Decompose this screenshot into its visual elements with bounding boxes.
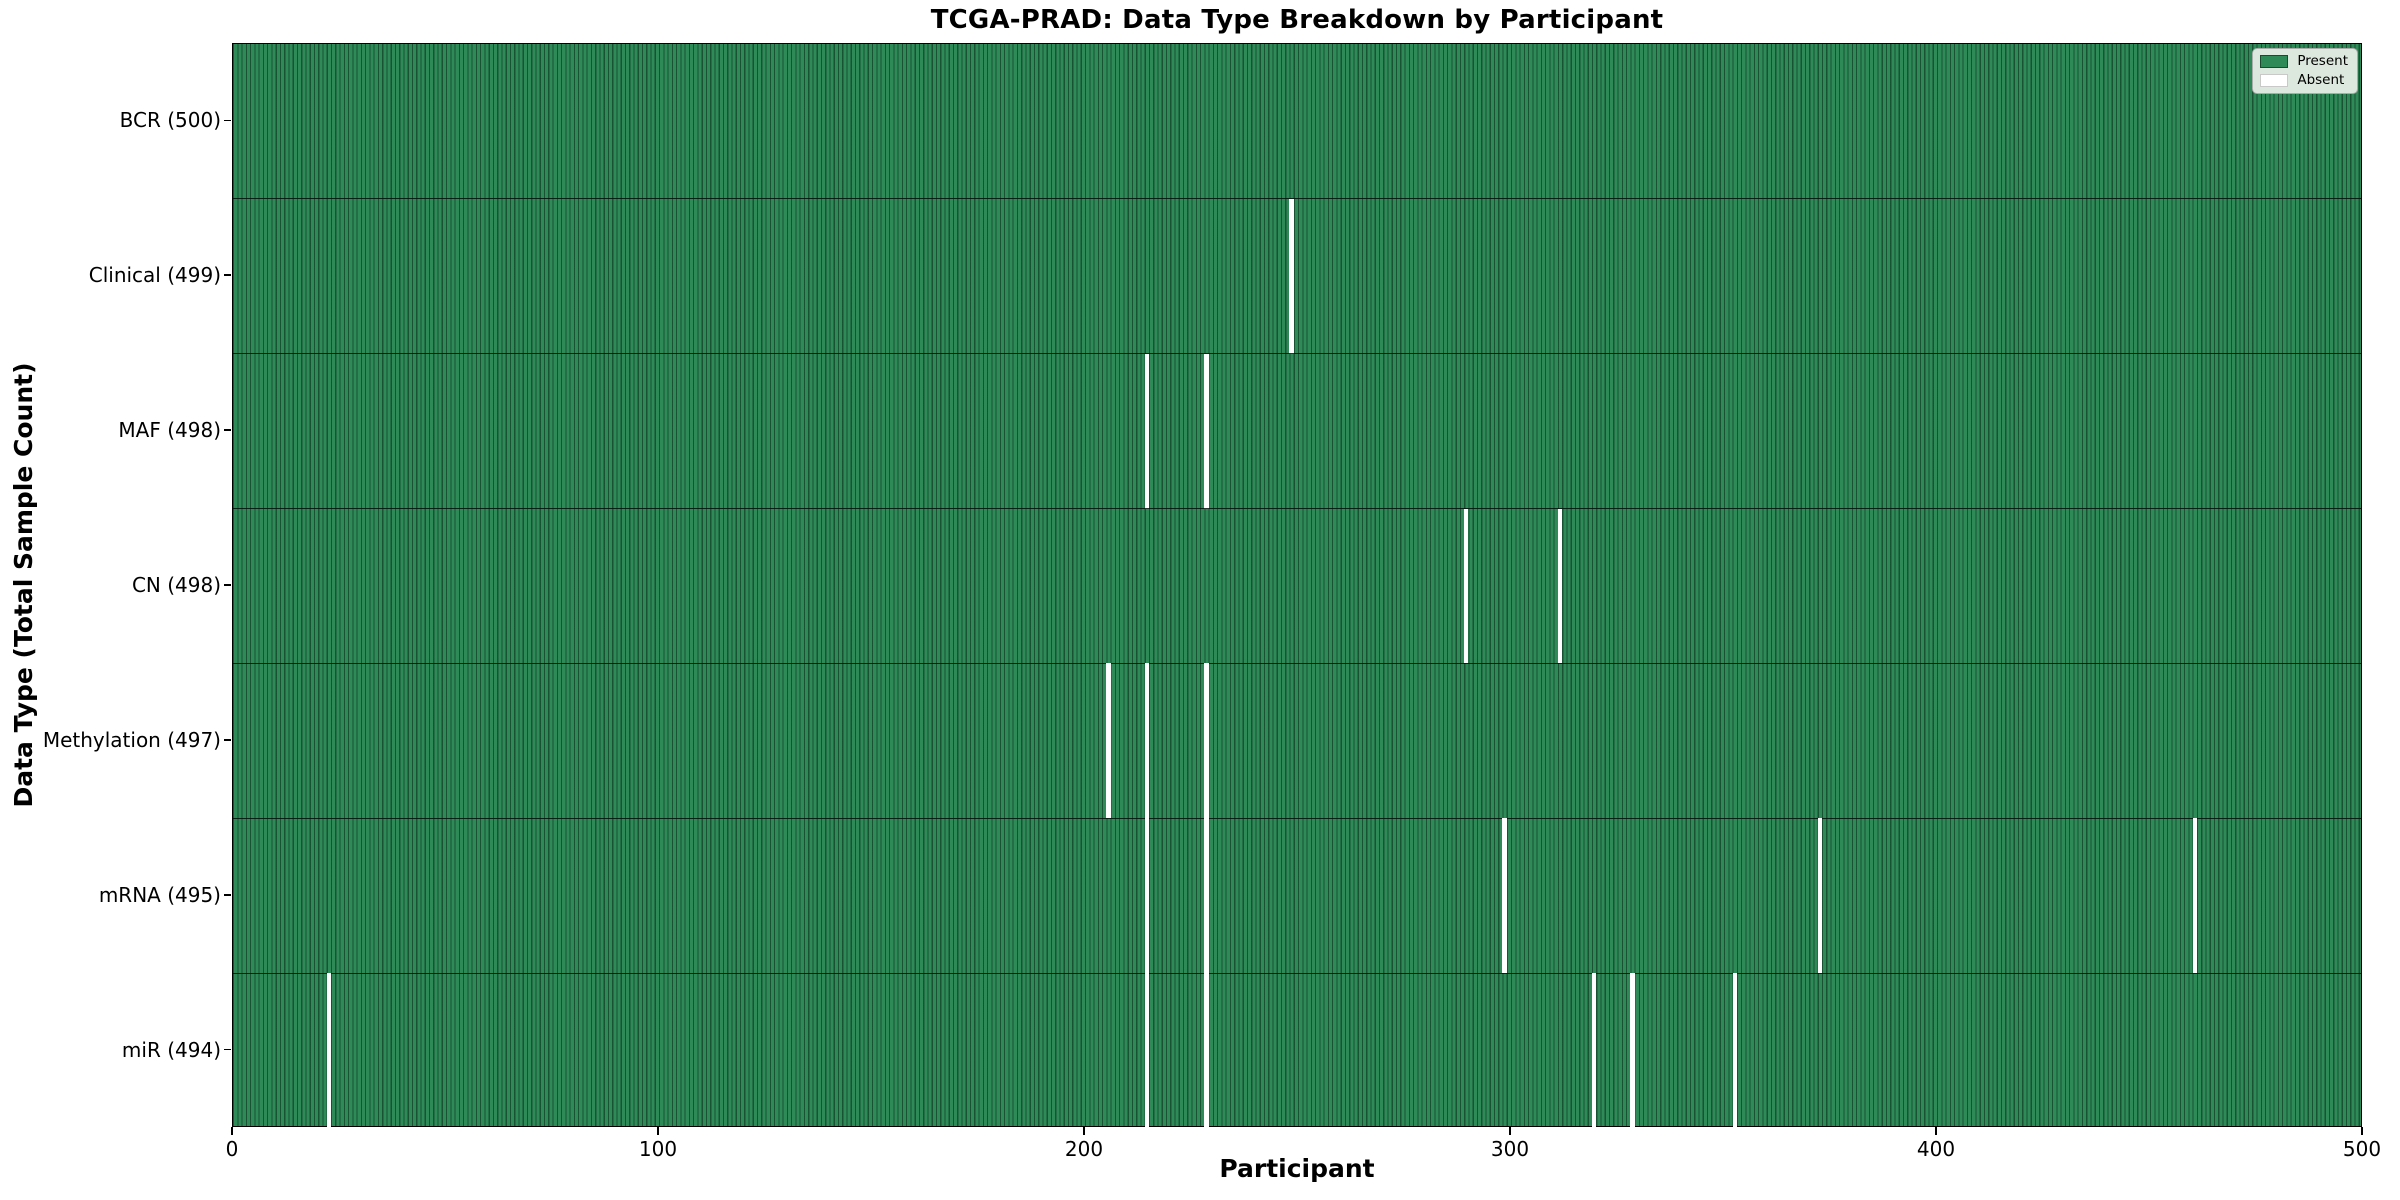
x-tick-mark [1935,1127,1937,1135]
x-tick-label-200: 200 [1064,1137,1104,1161]
chart-title: TCGA-PRAD: Data Type Breakdown by Partic… [930,5,1664,35]
legend-item-absent: Absent [2260,73,2348,88]
absent-swatch-icon [2260,74,2289,87]
x-tick-label-100: 100 [638,1137,678,1161]
absent-gap-CN-289 [1464,508,1469,664]
row-divider [233,817,2361,819]
row-divider [233,972,2361,974]
plot-area: Present Absent [232,43,2362,1128]
absent-gap-Clinical-248 [1289,198,1294,354]
y-tick-label-Clinical: Clinical (499) [88,263,221,288]
legend-item-present: Present [2260,54,2348,69]
absent-gap-CN-311 [1557,508,1563,664]
x-tick-mark [1509,1127,1511,1135]
row-divider [233,198,2361,200]
absent-gap-mRNA-460 [2192,818,2197,974]
x-tick-label-0: 0 [225,1137,239,1161]
x-tick-label-400: 400 [1916,1137,1956,1161]
legend: Present Absent [2252,48,2358,94]
x-tick-label-300: 300 [1490,1137,1530,1161]
y-tick-label-miR: miR (494) [121,1037,221,1062]
absent-gap-MAF-228 [1204,353,1209,509]
absent-gap-mRNA-372 [1817,818,1822,974]
y-tick-mark [224,584,231,586]
x-axis-label: Participant [1219,1154,1375,1183]
y-tick-label-CN: CN (498) [131,573,221,597]
absent-gap-Methylation-205 [1106,663,1111,819]
absent-gap-mRNA-214 [1144,818,1149,974]
y-tick-mark [224,274,231,277]
x-tick-label-500: 500 [2342,1137,2382,1161]
absent-gap-miR-319 [1591,973,1597,1128]
absent-gap-miR-22 [326,973,331,1128]
y-tick-label-MAF: MAF (498) [118,418,221,443]
y-tick-mark [224,119,231,122]
row-divider [233,662,2361,665]
y-tick-label-Methylation: Methylation (497) [42,727,221,752]
absent-gap-mRNA-228 [1204,818,1209,974]
absent-gap-miR-214 [1144,973,1149,1128]
absent-gap-MAF-214 [1144,353,1149,509]
y-tick-label-BCR: BCR (500) [119,108,221,133]
absent-gap-miR-228 [1204,973,1209,1128]
x-tick-mark [657,1127,659,1135]
absent-gap-miR-328 [1630,973,1635,1128]
present-swatch-icon [2260,55,2289,68]
x-tick-mark [1083,1127,1085,1135]
absent-gap-Methylation-214 [1144,663,1149,819]
legend-present-label: Present [2297,53,2348,69]
y-tick-mark [224,429,231,431]
y-tick-label-mRNA: mRNA (495) [98,882,221,907]
row-divider [233,507,2361,510]
absent-gap-mRNA-298 [1502,818,1507,974]
legend-absent-label: Absent [2297,72,2345,88]
x-tick-mark [231,1127,233,1135]
absent-gap-miR-352 [1732,973,1737,1128]
absent-gap-Methylation-228 [1204,663,1209,819]
x-tick-mark [2361,1127,2363,1135]
row-divider [233,353,2361,355]
y-tick-mark [224,893,231,896]
y-tick-mark [224,739,231,741]
y-tick-mark [224,1048,231,1051]
